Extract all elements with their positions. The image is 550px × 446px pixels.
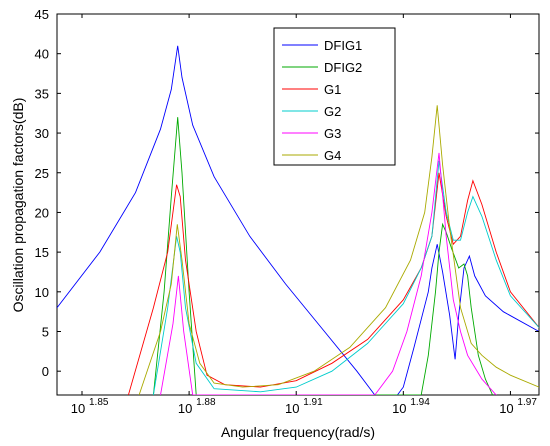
x-tick-label: 10 xyxy=(499,401,513,416)
y-tick-label: 10 xyxy=(35,285,49,300)
y-tick-label: 5 xyxy=(42,325,49,340)
y-tick-label: 30 xyxy=(35,126,49,141)
y-tick-label: 45 xyxy=(35,7,49,22)
x-tick-label: 10 xyxy=(285,401,299,416)
series-line-g4 xyxy=(138,105,539,395)
x-tick-label: 10 xyxy=(178,401,192,416)
legend-label-g1: G1 xyxy=(324,82,341,97)
legend-label-g3: G3 xyxy=(324,126,341,141)
series-line-dfig2 xyxy=(152,117,494,395)
y-axis-ticks: 0 5 10 15 20 25 30 35 40 45 xyxy=(35,7,539,379)
series-line-g1 xyxy=(127,172,539,395)
x-tick-exponent: 1.88 xyxy=(196,397,216,408)
x-tick-exponent: 1.97 xyxy=(517,397,537,408)
legend-label-dfig2: DFIG2 xyxy=(324,60,362,75)
y-tick-label: 20 xyxy=(35,205,49,220)
x-tick-label: 10 xyxy=(392,401,406,416)
x-axis-ticks: 10 1.85 10 1.88 10 1.91 10 1.94 10 1.97 xyxy=(71,14,537,416)
legend-box xyxy=(273,27,396,166)
x-axis-label: Angular frequency(rad/s) xyxy=(221,424,375,440)
series-layer xyxy=(57,45,539,395)
x-tick-exponent: 1.91 xyxy=(303,397,323,408)
legend-label-dfig1: DFIG1 xyxy=(324,38,362,53)
legend: DFIG1 DFIG2 G1 G2 G3 G4 xyxy=(273,27,396,166)
y-tick-label: 15 xyxy=(35,245,49,260)
y-tick-label: 0 xyxy=(42,364,49,379)
legend-label-g4: G4 xyxy=(324,148,341,163)
series-line-g3 xyxy=(160,152,497,395)
series-line-g2 xyxy=(152,160,539,395)
x-tick-exponent: 1.85 xyxy=(89,397,109,408)
y-tick-label: 40 xyxy=(35,47,49,62)
x-tick-label: 10 xyxy=(71,401,85,416)
x-tick-exponent: 1.94 xyxy=(410,397,430,408)
legend-label-g2: G2 xyxy=(324,104,341,119)
y-tick-label: 35 xyxy=(35,86,49,101)
y-axis-label: Oscillation propagation factors(dB) xyxy=(10,98,26,313)
y-tick-label: 25 xyxy=(35,166,49,181)
series-line-dfig1 xyxy=(57,45,539,395)
